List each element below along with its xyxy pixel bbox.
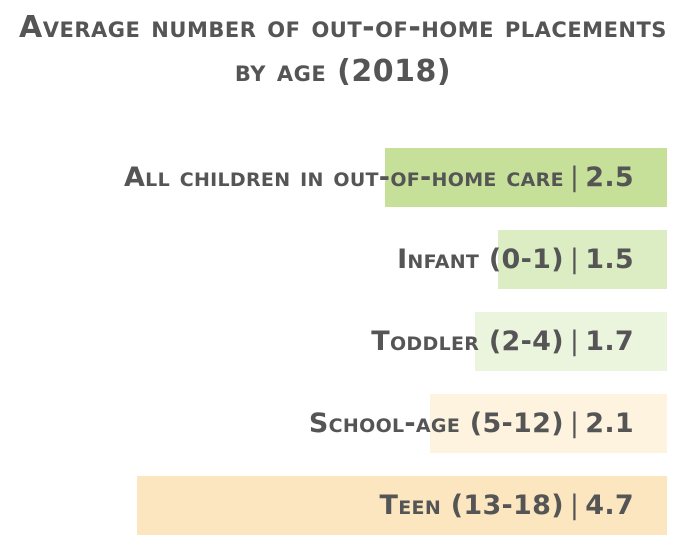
bar-label: Teen (13-18) | 4.7 bbox=[380, 476, 634, 535]
bar bbox=[498, 230, 667, 289]
bar-label: Toddler (2-4) | 1.7 bbox=[371, 312, 634, 371]
label-separator: | bbox=[569, 326, 580, 357]
bar-chart: All children in out-of-home care | 2.5 Infa… bbox=[0, 148, 686, 541]
label-separator: | bbox=[569, 162, 580, 193]
label-separator: | bbox=[569, 244, 580, 275]
label-separator: | bbox=[569, 408, 580, 439]
bar bbox=[385, 148, 667, 207]
bar bbox=[137, 476, 667, 535]
bar-label: All children in out-of-home care | 2.5 bbox=[124, 148, 634, 207]
value-label: 1.7 bbox=[585, 326, 634, 357]
label-separator: | bbox=[569, 490, 580, 521]
bar-label: School-age (5-12) | 2.1 bbox=[309, 394, 634, 453]
category-label: Toddler (2-4) bbox=[371, 326, 564, 357]
category-label: All children in out-of-home care bbox=[123, 162, 564, 193]
bar bbox=[430, 394, 667, 453]
chart-title: Average number of out-of-home placements… bbox=[19, 10, 667, 89]
category-label: School-age (5-12) bbox=[308, 408, 564, 439]
category-label: Infant (0-1) bbox=[397, 244, 564, 275]
value-label: 1.5 bbox=[585, 244, 634, 275]
value-label: 2.1 bbox=[585, 408, 634, 439]
bar-label: Infant (0-1) | 1.5 bbox=[397, 230, 634, 289]
value-label: 4.7 bbox=[585, 490, 634, 521]
category-label: Teen (13-18) bbox=[379, 490, 564, 521]
value-label: 2.5 bbox=[585, 162, 634, 193]
bar bbox=[475, 312, 667, 371]
